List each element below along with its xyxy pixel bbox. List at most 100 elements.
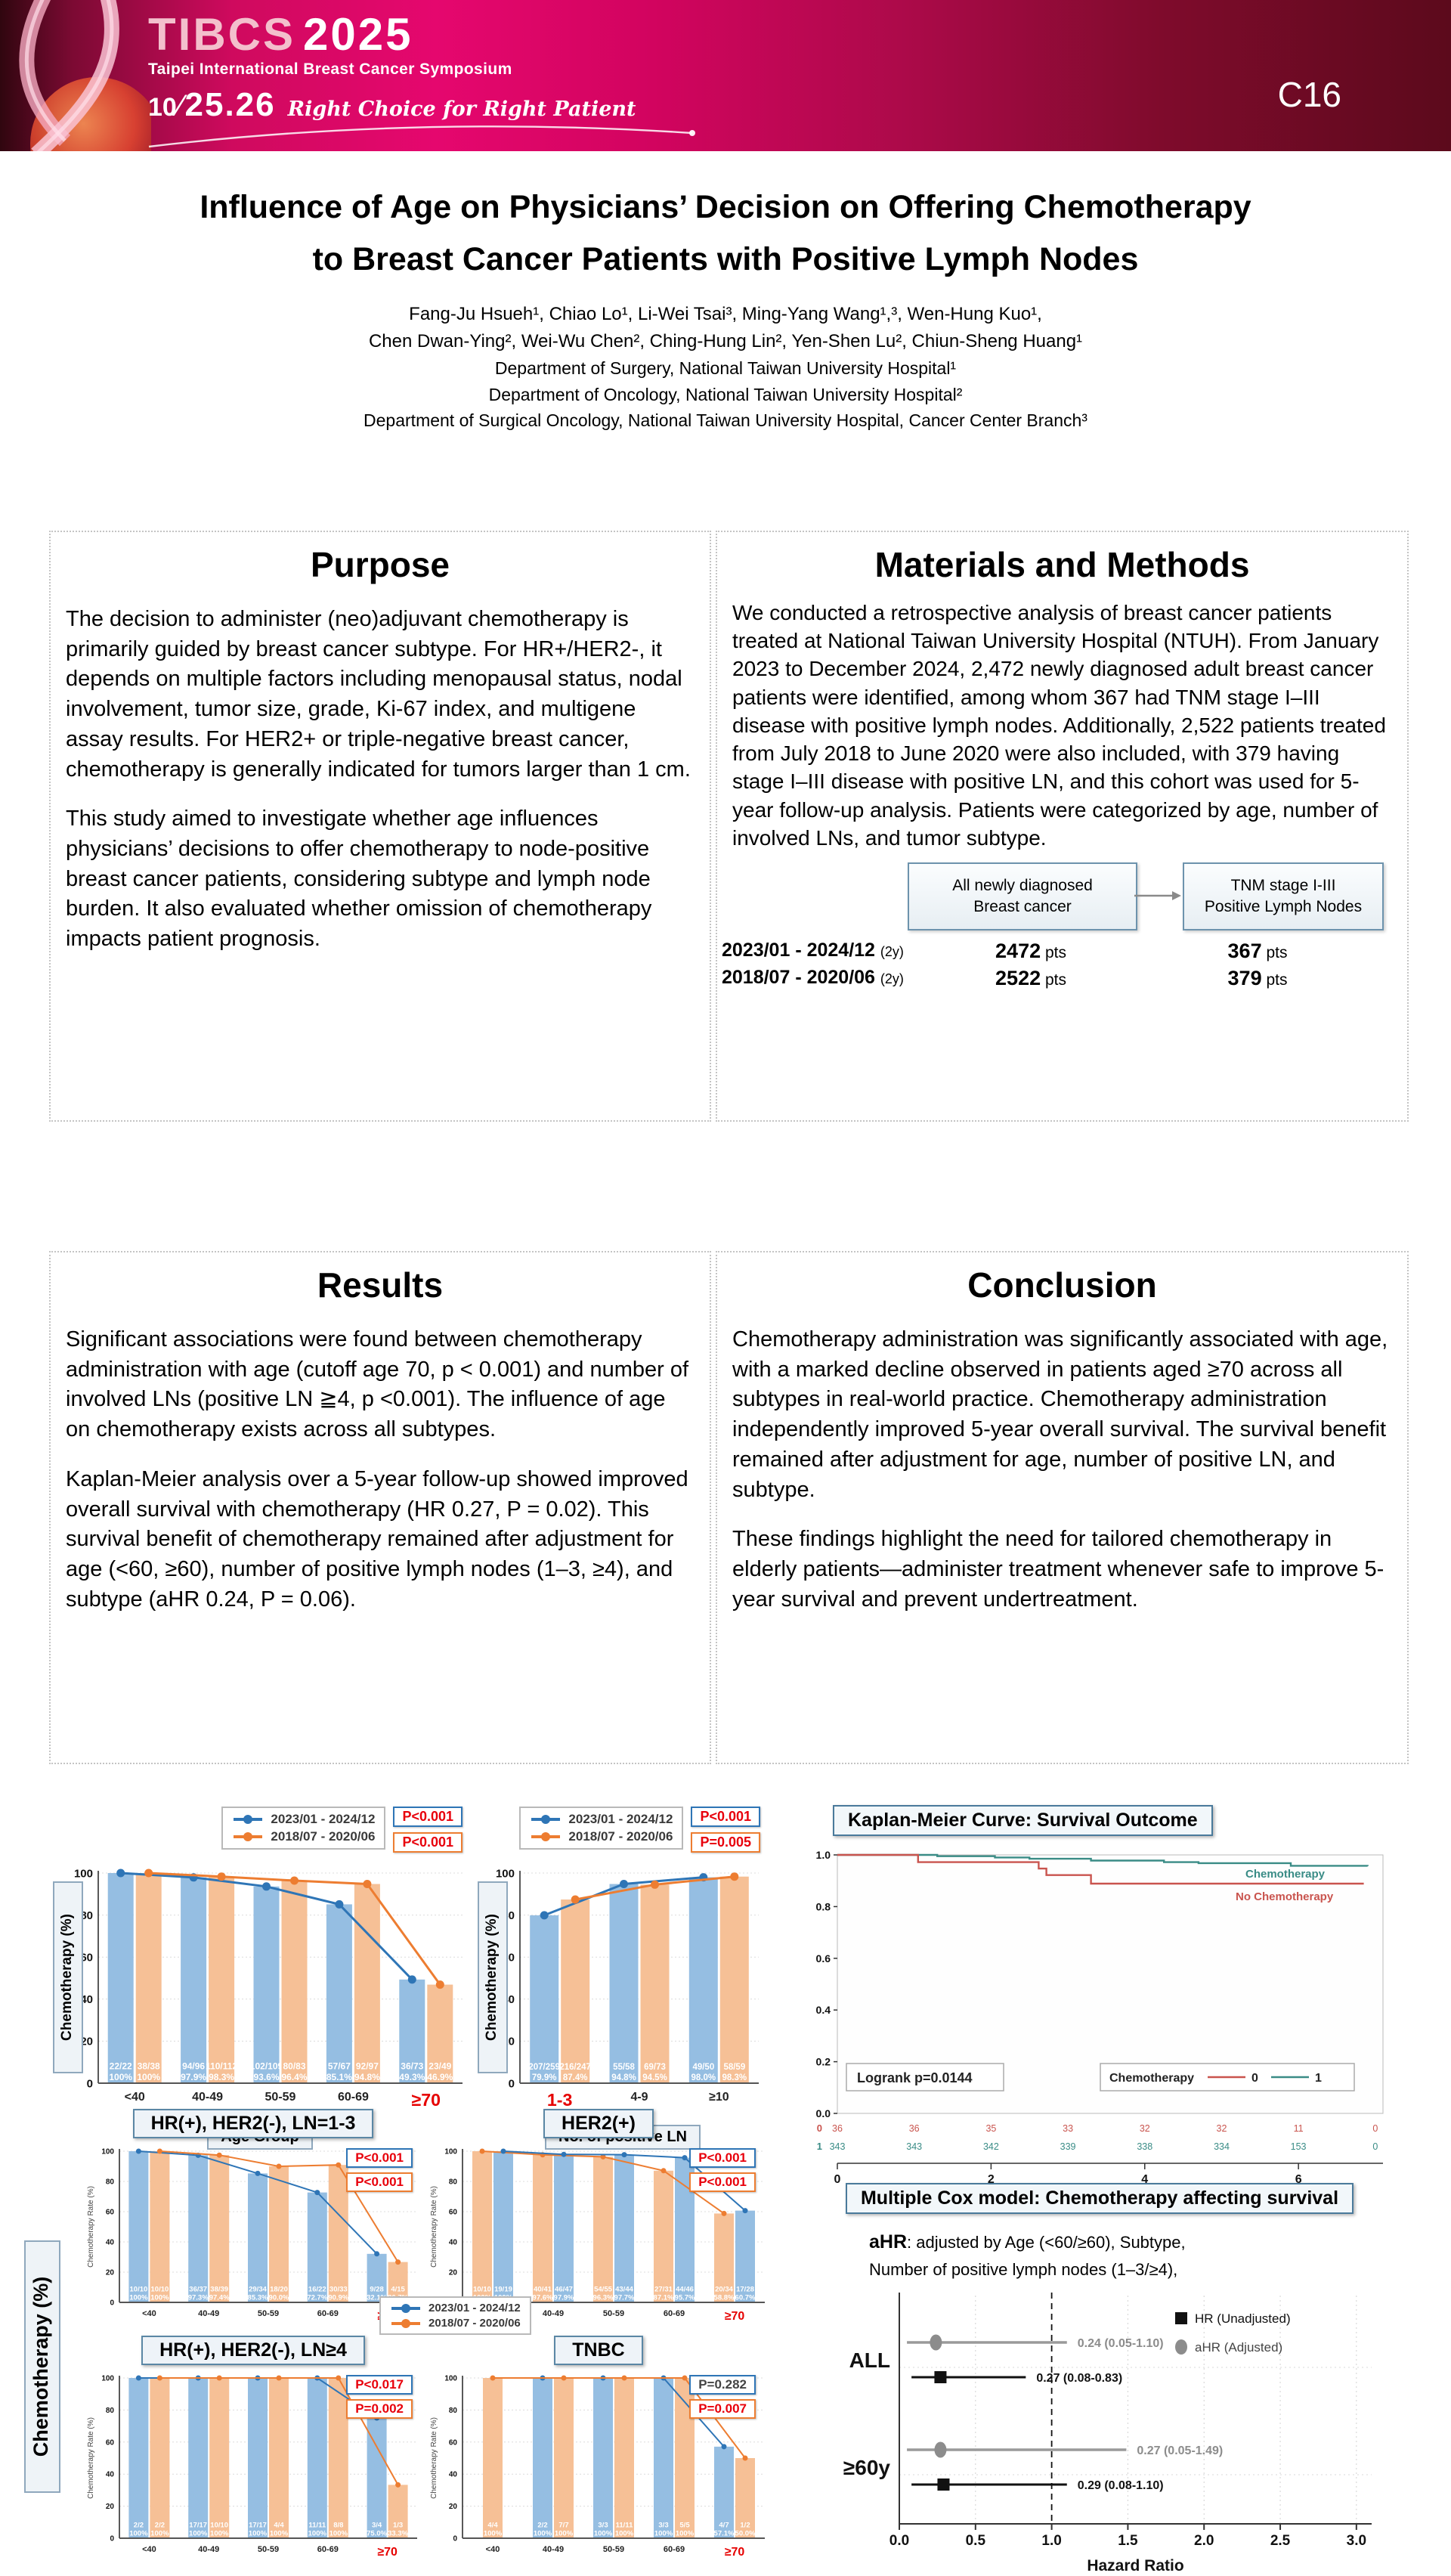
- svg-text:≥70: ≥70: [725, 2310, 745, 2323]
- svg-text:38/39: 38/39: [210, 2285, 228, 2293]
- svg-text:100%: 100%: [249, 2530, 268, 2538]
- svg-text:8/8: 8/8: [333, 2521, 343, 2529]
- svg-text:60-69: 60-69: [317, 2545, 339, 2554]
- svg-text:100%: 100%: [129, 2530, 148, 2538]
- purpose-paragraph-1: The decision to administer (neo)adjuvant…: [66, 607, 691, 782]
- kaplan-meier-chart: Kaplan-Meier Curve: Survival Outcome 0.0 0…: [794, 1805, 1406, 2186]
- svg-text:4/15: 4/15: [391, 2285, 405, 2293]
- date-slash: ⁄: [178, 89, 184, 122]
- svg-text:20: 20: [449, 2503, 458, 2511]
- svg-text:87.4%: 87.4%: [563, 2073, 588, 2082]
- svg-text:38/38: 38/38: [138, 2060, 160, 2071]
- p-value-badge: P<0.001: [393, 1832, 463, 1853]
- svg-text:4/7: 4/7: [719, 2521, 729, 2529]
- affiliation-2: Department of Oncology, National Taiwan …: [488, 384, 963, 404]
- svg-text:100%: 100%: [555, 2530, 574, 2538]
- svg-text:44/46: 44/46: [676, 2285, 694, 2293]
- svg-text:60-69: 60-69: [317, 2309, 339, 2318]
- svg-text:97.4%: 97.4%: [209, 2294, 230, 2302]
- svg-text:72.7%: 72.7%: [307, 2294, 327, 2302]
- subtype-grid-ylabel: Chemotherapy (%): [24, 2240, 60, 2493]
- p-value-column: P<0.001 P<0.001: [346, 2148, 413, 2192]
- chart-title-wrap: TNBC: [426, 2336, 771, 2370]
- svg-text:40: 40: [106, 2239, 115, 2247]
- svg-text:100%: 100%: [109, 2072, 132, 2082]
- flowchart-arrow-icon: [1134, 891, 1181, 901]
- svg-text:3.0: 3.0: [1347, 2533, 1366, 2549]
- svg-text:0: 0: [110, 2535, 114, 2543]
- svg-text:4/4: 4/4: [274, 2521, 284, 2529]
- svg-text:3/4: 3/4: [372, 2521, 382, 2529]
- poster-title: Influence of Age on Physicians’ Decision…: [45, 181, 1406, 286]
- svg-text:18/20: 18/20: [270, 2285, 288, 2293]
- svg-text:10/10: 10/10: [151, 2285, 169, 2293]
- svg-text:35: 35: [985, 2123, 996, 2134]
- svg-text:≥70: ≥70: [725, 2546, 745, 2559]
- svg-text:93.6%: 93.6%: [253, 2072, 279, 2082]
- svg-text:97.6%: 97.6%: [533, 2294, 553, 2302]
- svg-text:1/2: 1/2: [740, 2521, 750, 2529]
- svg-text:100%: 100%: [484, 2530, 503, 2538]
- poster-title-line2: to Breast Cancer Patients with Positive …: [312, 240, 1139, 277]
- logo-title: TIBCS 2025: [148, 9, 413, 60]
- p-value-badge: P<0.001: [689, 2148, 756, 2168]
- svg-text:20: 20: [106, 2269, 115, 2277]
- km-plot-svg: 0.0 0.2 0.4 0.6 0.8 1.0 Chemotherapy No Chemoth…: [816, 1849, 1384, 2186]
- legend-swatch-icon: [234, 1815, 263, 1824]
- svg-text:60: 60: [80, 1951, 93, 1964]
- patient-flowchart: All newly diagnosed Breast cancer TNM st…: [717, 862, 1407, 999]
- svg-text:60-69: 60-69: [664, 2309, 685, 2318]
- p-value-badge: P=0.007: [689, 2399, 756, 2419]
- chart-header: 2023/01 - 2024/12 2018/07 - 2020/06 P<0.…: [479, 1804, 766, 1864]
- svg-text:1-3: 1-3: [547, 2090, 573, 2110]
- svg-text:0.27 (0.08-0.83): 0.27 (0.08-0.83): [1036, 2372, 1122, 2385]
- chart-title: HER2(+): [543, 2109, 654, 2138]
- svg-text:aHR (Adjusted): aHR (Adjusted): [1195, 2340, 1282, 2355]
- svg-text:27/31: 27/31: [654, 2285, 673, 2293]
- bar-chart-svg: 020406080100207/25979.9%216/24787.4%1-35…: [496, 1867, 759, 2110]
- svg-text:0.27 (0.05-1.49): 0.27 (0.05-1.49): [1137, 2444, 1223, 2457]
- svg-text:100: 100: [101, 2148, 114, 2156]
- svg-text:0.4: 0.4: [816, 2004, 831, 2016]
- svg-text:20/34: 20/34: [715, 2285, 733, 2293]
- svg-text:98.3%: 98.3%: [209, 2072, 234, 2082]
- chart-legend: 2023/01 - 2024/12 2018/07 - 2020/06: [221, 1807, 386, 1850]
- svg-text:ALL: ALL: [849, 2348, 890, 2372]
- svg-text:60: 60: [449, 2438, 458, 2447]
- chart-title-wrap: HR(+), HER2(-), LN≥4: [83, 2336, 423, 2370]
- purpose-heading: Purpose: [310, 545, 450, 584]
- cox-forest-plot: Multiple Cox model: Chemotherapy affecti…: [794, 2183, 1406, 2574]
- svg-text:100%: 100%: [137, 2072, 160, 2082]
- svg-text:0: 0: [817, 2122, 822, 2134]
- svg-text:100: 100: [444, 2375, 457, 2383]
- legend-swatch-icon: [531, 1832, 561, 1841]
- svg-text:<40: <40: [125, 2091, 145, 2104]
- svg-text:0.2: 0.2: [816, 2056, 831, 2068]
- svg-text:50-59: 50-59: [258, 2545, 279, 2554]
- results-paragraph-2: Kaplan-Meier analysis over a 5-year foll…: [66, 1466, 688, 1612]
- flowchart-box-all-patients: All newly diagnosed Breast cancer: [908, 862, 1137, 931]
- svg-text:40-49: 40-49: [198, 2309, 219, 2318]
- bar-chart-svg: 0204060801004/4100%<402/2100%7/7100%40-4…: [430, 2375, 765, 2559]
- logo-year: 2025: [303, 9, 413, 60]
- svg-text:97.7%: 97.7%: [614, 2294, 635, 2302]
- svg-text:Chemotherapy: Chemotherapy: [1245, 1868, 1326, 1881]
- chart-title-wrap: HR(+), HER2(-), LN=1-3: [83, 2109, 423, 2144]
- svg-text:No Chemotherapy: No Chemotherapy: [1236, 1890, 1334, 1903]
- svg-text:6: 6: [1295, 2173, 1302, 2186]
- svg-text:100%: 100%: [189, 2530, 208, 2538]
- svg-text:50-59: 50-59: [258, 2309, 279, 2318]
- svg-text:60.7%: 60.7%: [735, 2294, 756, 2302]
- svg-text:HR (Unadjusted): HR (Unadjusted): [1195, 2311, 1291, 2326]
- svg-text:57.1%: 57.1%: [714, 2530, 735, 2538]
- svg-text:338: 338: [1137, 2141, 1152, 2152]
- svg-text:0.8: 0.8: [816, 1900, 831, 1912]
- svg-text:<40: <40: [142, 2545, 156, 2554]
- affiliation-3: Department of Surgical Oncology, Nationa…: [364, 410, 1087, 430]
- svg-text:100%: 100%: [676, 2530, 695, 2538]
- p-value-badge: P<0.001: [689, 2172, 756, 2192]
- svg-text:3/3: 3/3: [598, 2521, 608, 2529]
- cox-title: Multiple Cox model: Chemotherapy affecti…: [845, 2183, 1354, 2214]
- svg-text:32: 32: [1217, 2123, 1227, 2134]
